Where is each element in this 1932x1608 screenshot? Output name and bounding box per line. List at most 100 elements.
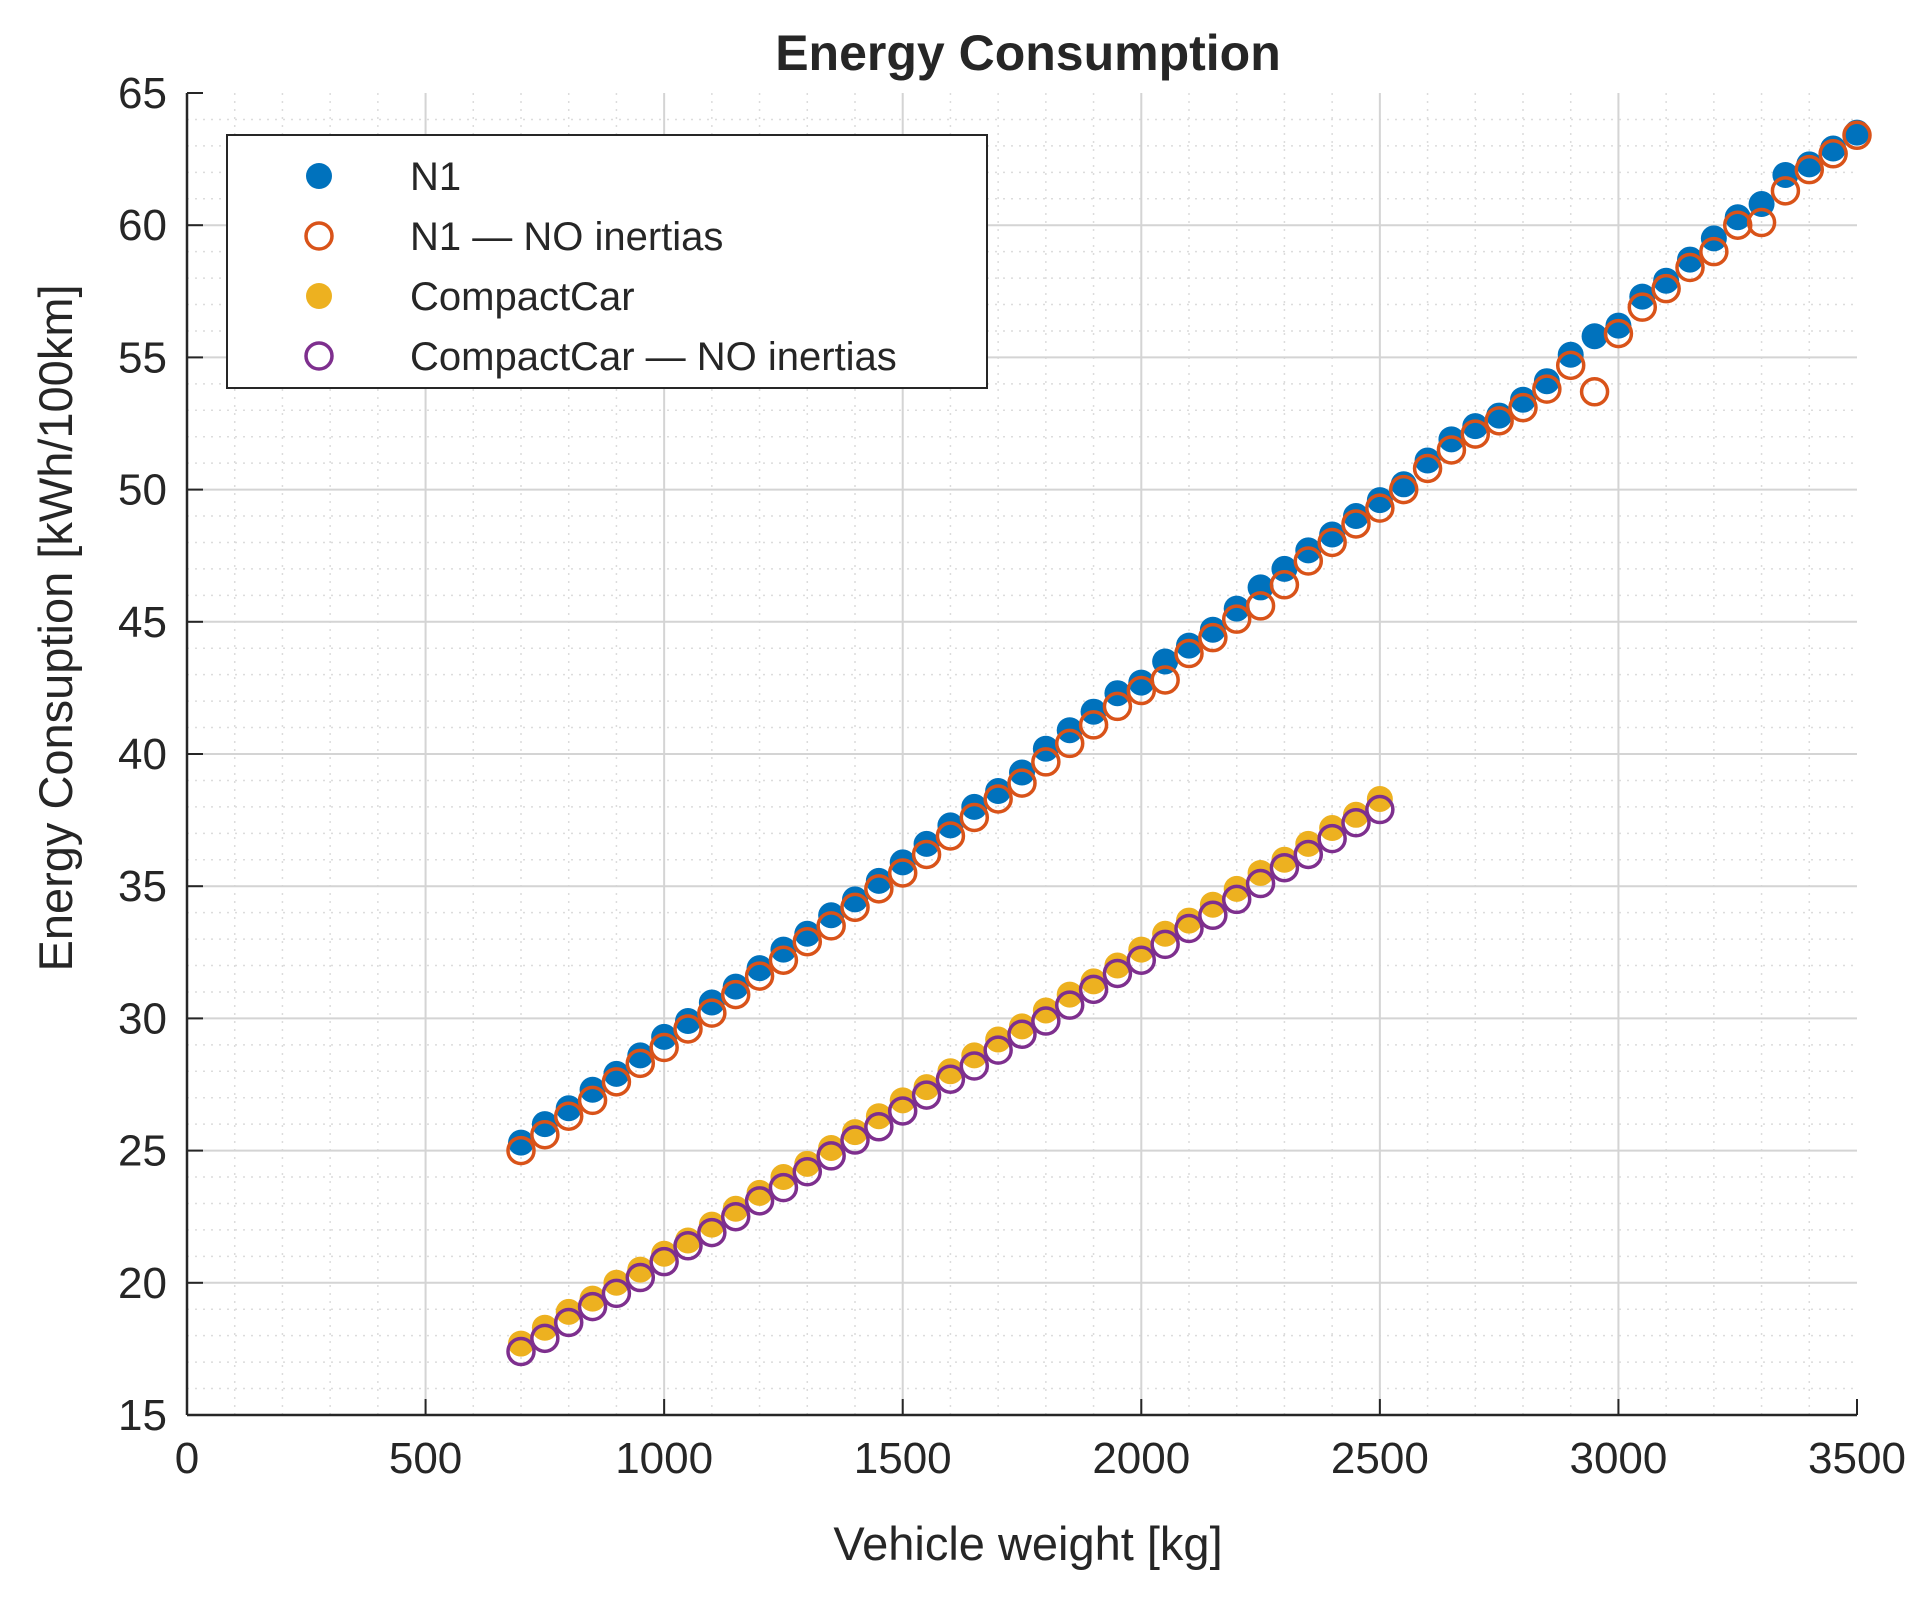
- data-point: [1245, 868, 1276, 899]
- data-point: [1343, 503, 1369, 530]
- data-point: [792, 1157, 823, 1187]
- data-point: [1794, 154, 1825, 185]
- data-point: [675, 1008, 701, 1035]
- data-point: [553, 1307, 584, 1338]
- data-point: [864, 1112, 894, 1142]
- data-point: [959, 1051, 990, 1081]
- y-tick-label: 65: [118, 69, 167, 118]
- legend-label: N1 — NO inertias: [410, 215, 723, 259]
- data-point: [935, 1064, 966, 1094]
- data-point: [1198, 622, 1228, 653]
- data-point: [794, 1150, 821, 1177]
- legend-box: [226, 134, 988, 389]
- data-point: [1533, 368, 1560, 395]
- data-point: [1581, 323, 1608, 350]
- data-point: [1295, 830, 1322, 857]
- data-point: [1484, 406, 1514, 436]
- data-point: [935, 821, 966, 851]
- data-point: [1319, 521, 1346, 548]
- data-point: [1054, 990, 1085, 1020]
- data-point: [697, 998, 727, 1028]
- legend-marker: [304, 341, 334, 371]
- series-2: [508, 785, 1393, 1357]
- data-point: [1176, 907, 1202, 934]
- data-point: [1009, 1013, 1035, 1040]
- data-point: [651, 1240, 678, 1267]
- data-point: [1078, 974, 1109, 1005]
- data-point: [1245, 591, 1276, 621]
- data-point: [1031, 747, 1061, 777]
- data-point: [770, 936, 797, 963]
- data-point: [1388, 474, 1419, 505]
- data-point: [1462, 413, 1489, 440]
- data-point: [697, 1217, 727, 1248]
- data-point: [649, 1032, 679, 1063]
- x-tick-label: 1500: [854, 1434, 952, 1483]
- data-point: [627, 1256, 654, 1283]
- data-point: [531, 1111, 558, 1138]
- data-point: [1746, 207, 1777, 238]
- data-point: [1269, 852, 1300, 883]
- data-point: [1269, 570, 1300, 600]
- data-point: [1007, 1019, 1037, 1050]
- data-point: [1293, 546, 1324, 576]
- legend-label: N1: [410, 155, 461, 199]
- data-point: [577, 1291, 608, 1322]
- data-point: [508, 1330, 534, 1357]
- data-point: [1007, 768, 1037, 798]
- data-point: [1247, 859, 1274, 886]
- data-point: [1770, 176, 1801, 206]
- data-point: [1271, 846, 1298, 873]
- data-point: [698, 1211, 725, 1238]
- y-tick-label: 55: [118, 333, 167, 382]
- data-point: [865, 867, 892, 894]
- data-point: [579, 1285, 606, 1312]
- data-point: [1842, 120, 1872, 151]
- data-point: [746, 955, 773, 982]
- data-point: [1844, 119, 1870, 146]
- y-tick-label: 15: [118, 1391, 167, 1440]
- data-point: [985, 778, 1012, 805]
- legend-label: CompactCar: [410, 275, 635, 319]
- x-tick-label: 500: [389, 1434, 462, 1483]
- data-point: [1221, 604, 1252, 634]
- data-point: [1627, 292, 1658, 322]
- data-point: [1221, 884, 1252, 915]
- data-point: [889, 849, 916, 876]
- x-axis-label: Vehicle weight [kg]: [833, 1517, 1222, 1570]
- series-0: [508, 119, 1870, 1156]
- data-point: [555, 1095, 582, 1122]
- y-tick-label: 50: [118, 466, 167, 515]
- data-point: [1317, 823, 1347, 854]
- data-point: [1174, 913, 1204, 944]
- data-point: [913, 830, 940, 857]
- data-point: [1555, 350, 1586, 381]
- data-point: [1629, 283, 1656, 310]
- data-point: [1675, 252, 1705, 283]
- x-tick-label: 2000: [1092, 1434, 1190, 1483]
- data-point: [794, 920, 821, 947]
- data-point: [1699, 236, 1729, 267]
- data-point: [887, 858, 918, 888]
- data-point: [840, 892, 870, 923]
- data-point: [1653, 267, 1680, 294]
- tick-labels: 0 500 1000 1500 2000 2500 3000 3500 15 20 25 30 35 40…: [118, 69, 1906, 1483]
- data-point: [1080, 968, 1107, 995]
- data-point: [1104, 952, 1131, 979]
- data-point: [627, 1042, 654, 1069]
- data-point: [1677, 246, 1703, 273]
- data-point: [506, 1336, 536, 1367]
- data-point: [555, 1298, 582, 1325]
- data-point: [530, 1119, 560, 1150]
- data-point: [983, 1035, 1013, 1065]
- data-point: [1031, 1006, 1061, 1036]
- data-point: [1198, 900, 1228, 931]
- data-point: [744, 1186, 775, 1216]
- y-tick-label: 45: [118, 598, 167, 647]
- data-point: [1126, 675, 1157, 706]
- data-point: [864, 874, 894, 904]
- data-point: [985, 1026, 1012, 1053]
- data-point: [1102, 958, 1133, 989]
- data-point: [553, 1101, 584, 1131]
